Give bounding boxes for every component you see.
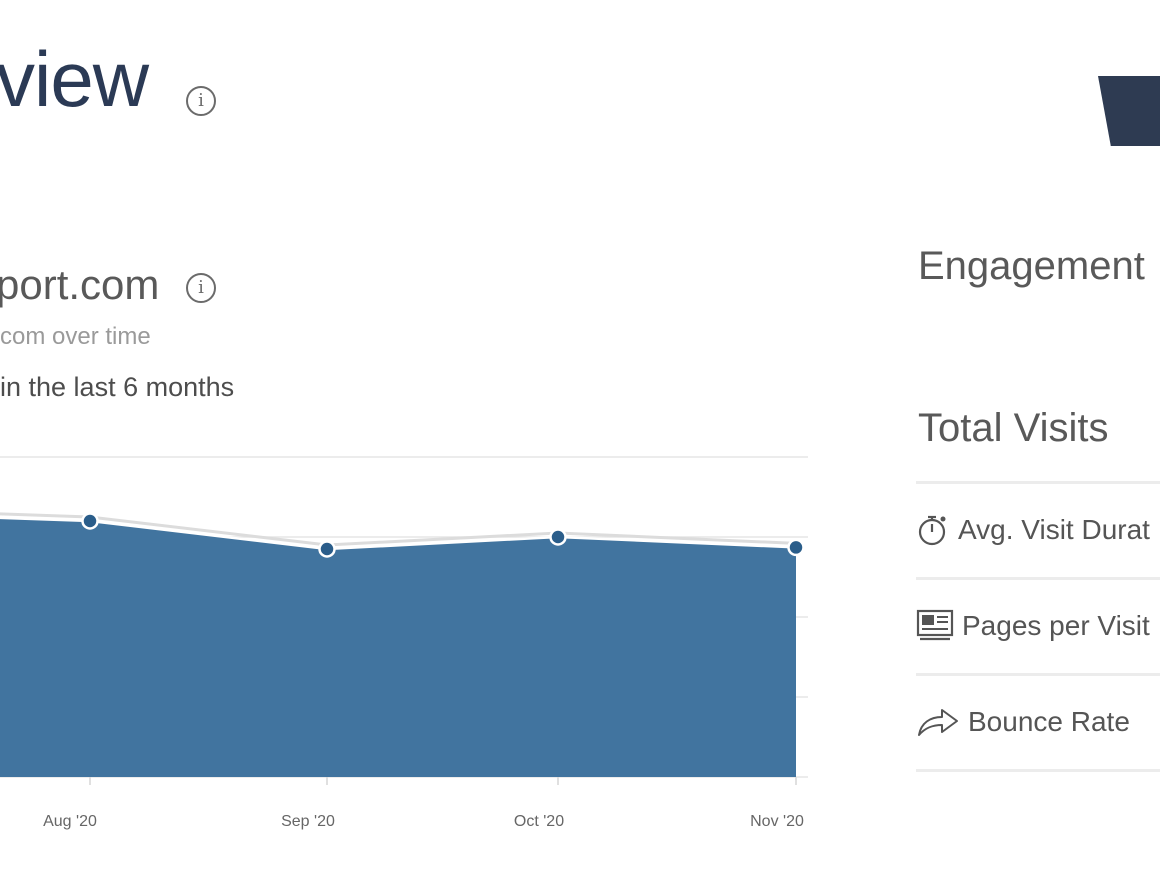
period-text: in the last 6 months [0,372,235,402]
x-tick-label: Nov '20 [750,813,804,830]
data-point [549,528,567,546]
series-area [0,517,796,777]
metric-avg-visit-duration[interactable]: Avg. Visit Durat [916,510,1150,550]
site-info-icon[interactable]: i [186,273,216,303]
page-title: view [0,35,149,123]
data-point [81,512,99,530]
divider [916,769,1160,772]
metric-label: Pages per Visit [962,610,1150,641]
data-point [318,540,336,558]
divider [916,577,1160,580]
data-point [787,538,805,557]
total-visits-label: Total Visits [918,406,1109,450]
metric-bounce-rate[interactable]: Bounce Rate [916,702,1130,742]
x-tick-label: Oct '20 [514,813,564,830]
divider [916,481,1160,484]
metric-pages-per-visit[interactable]: Pages per Visit [916,606,1150,646]
metric-label: Avg. Visit Durat [958,514,1150,545]
metric-label: Bounce Rate [968,706,1130,737]
x-tick-label: Aug '20 [43,813,97,830]
divider [916,673,1160,676]
traffic-subtitle: com over time [0,323,151,350]
newspaper-icon [916,609,954,641]
traffic-area-chart: Aug '20 Sep '20 Oct '20 Nov '20 [0,456,808,830]
share-arrow-icon [918,709,958,736]
info-icon[interactable]: i [186,86,216,116]
engagement-title: Engagement [918,244,1145,288]
header-action-button[interactable] [1098,76,1160,146]
site-name: port.com [0,261,160,308]
x-tick-label: Sep '20 [281,813,335,830]
stopwatch-icon [918,515,946,546]
